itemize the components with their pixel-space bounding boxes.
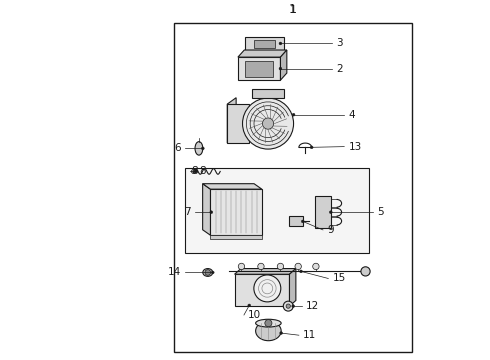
- Circle shape: [295, 263, 301, 270]
- Circle shape: [248, 304, 251, 307]
- Text: 9: 9: [327, 225, 334, 235]
- Circle shape: [263, 118, 273, 129]
- Bar: [174, 23, 412, 352]
- Circle shape: [192, 169, 196, 174]
- Bar: [245, 37, 284, 50]
- Circle shape: [299, 270, 302, 273]
- Text: 5: 5: [377, 207, 384, 217]
- Circle shape: [258, 263, 264, 270]
- Circle shape: [279, 42, 282, 45]
- Polygon shape: [280, 50, 287, 80]
- Circle shape: [205, 270, 211, 275]
- Bar: [289, 216, 303, 226]
- Bar: [227, 104, 248, 143]
- Circle shape: [195, 170, 198, 172]
- Circle shape: [280, 332, 283, 334]
- Ellipse shape: [256, 319, 281, 327]
- Bar: [185, 168, 369, 253]
- Circle shape: [286, 304, 291, 308]
- Text: 13: 13: [348, 141, 362, 152]
- Bar: [254, 40, 275, 48]
- Text: 7: 7: [185, 207, 191, 217]
- Circle shape: [279, 67, 282, 70]
- Circle shape: [292, 305, 294, 307]
- Text: 8: 8: [199, 166, 206, 176]
- Polygon shape: [203, 184, 262, 189]
- Ellipse shape: [256, 321, 281, 341]
- Polygon shape: [227, 98, 236, 143]
- Circle shape: [283, 301, 293, 311]
- Bar: [238, 57, 280, 80]
- Text: 2: 2: [336, 64, 343, 74]
- Circle shape: [201, 147, 204, 150]
- Text: 1: 1: [289, 3, 296, 16]
- Bar: [210, 189, 262, 235]
- Bar: [315, 196, 331, 228]
- Bar: [245, 60, 273, 77]
- Text: 3: 3: [336, 39, 343, 49]
- Circle shape: [361, 267, 370, 276]
- Circle shape: [238, 263, 245, 270]
- Text: 10: 10: [248, 310, 261, 320]
- Circle shape: [211, 271, 214, 274]
- Bar: [235, 274, 290, 306]
- Circle shape: [313, 263, 319, 270]
- Circle shape: [243, 98, 294, 149]
- Circle shape: [277, 263, 284, 270]
- Circle shape: [194, 170, 197, 173]
- Polygon shape: [290, 269, 296, 306]
- Text: 6: 6: [174, 143, 181, 153]
- Circle shape: [329, 211, 332, 213]
- Polygon shape: [203, 184, 210, 235]
- Text: 1: 1: [290, 5, 296, 15]
- Circle shape: [292, 113, 295, 116]
- Ellipse shape: [203, 269, 213, 276]
- Text: 11: 11: [303, 330, 317, 340]
- Polygon shape: [235, 269, 296, 274]
- Circle shape: [210, 211, 213, 213]
- Circle shape: [265, 320, 272, 327]
- Polygon shape: [238, 50, 287, 57]
- Circle shape: [254, 275, 281, 302]
- Text: 12: 12: [306, 301, 319, 311]
- Ellipse shape: [195, 141, 203, 155]
- Bar: [252, 89, 284, 98]
- Bar: [210, 235, 262, 239]
- Text: 8: 8: [191, 166, 197, 176]
- Text: 4: 4: [348, 110, 355, 120]
- Circle shape: [310, 146, 313, 149]
- Circle shape: [301, 220, 304, 223]
- Text: 14: 14: [168, 267, 181, 278]
- Text: 15: 15: [333, 274, 346, 283]
